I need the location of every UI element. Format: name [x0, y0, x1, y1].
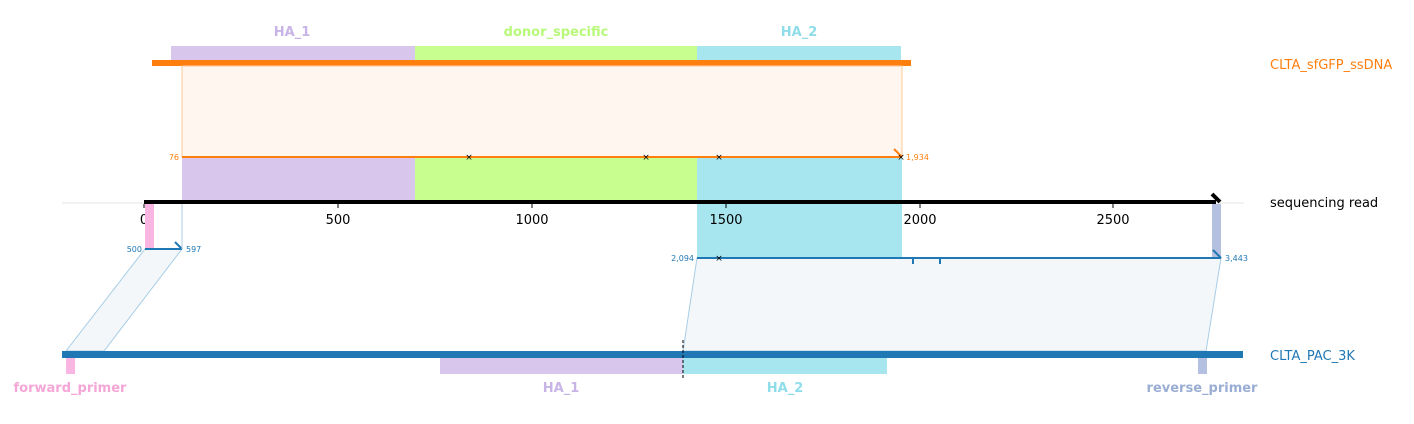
top-ha2-label: HA_2 — [781, 25, 818, 40]
read-reverse-primer-block — [1212, 204, 1221, 258]
top-ha2-bar — [697, 46, 901, 62]
left-alignment-end-coord: 597 — [186, 245, 201, 254]
donor-donor-specific-block — [415, 157, 697, 202]
left-alignment-projection — [64, 248, 184, 352]
bottom-reverse-primer-label: reverse_primer — [1147, 381, 1259, 396]
bottom-reverse-primer-bar — [1198, 358, 1207, 374]
bottom-ha1-bar — [440, 358, 683, 374]
donor-start-coord: 76 — [169, 153, 179, 162]
left-alignment-arrow — [174, 241, 183, 250]
donor-mismatch-3: × — [715, 153, 723, 163]
top-donor-specific-bar — [415, 46, 697, 62]
top-ha1-bar — [171, 46, 415, 62]
read-axis-ticks — [143, 204, 1114, 208]
right-alignment-start-coord: 2,094 — [671, 254, 694, 263]
tick-label-1000: 1000 — [515, 213, 548, 228]
right-alignment-end-coord: 3,443 — [1225, 254, 1248, 263]
left-alignment-start-coord: 500 — [127, 245, 142, 254]
right-alignment-arrow — [1212, 249, 1222, 259]
bottom-forward-primer-bar — [66, 358, 75, 374]
read-axis-label: sequencing read — [1270, 196, 1378, 211]
donor-mismatch-4: × — [897, 153, 905, 163]
read-forward-primer-block — [145, 204, 154, 249]
bottom-ha1-label: HA_1 — [543, 381, 580, 396]
amplicon-track-line — [62, 351, 1243, 358]
donor-end-coord: 1,934 — [906, 153, 929, 162]
donor-mismatch-1: × — [465, 153, 473, 163]
tick-label-0: 0 — [140, 213, 148, 228]
amplicon-ha2-block — [697, 204, 902, 258]
donor-track-line — [152, 60, 911, 66]
bottom-ha2-bar — [683, 358, 887, 374]
bottom-forward-primer-label: forward_primer — [14, 381, 128, 396]
top-donor-specific-label: donor_specific — [504, 25, 609, 40]
donor-ha2-block — [697, 157, 902, 202]
tick-label-2500: 2500 — [1096, 213, 1129, 228]
donor-alignment-arrow — [893, 148, 903, 158]
read-axis-arrow — [1210, 192, 1222, 204]
donor-ha1-block — [182, 157, 415, 202]
donor-mismatch-2: × — [642, 153, 650, 163]
donor-track-label: CLTA_sfGFP_ssDNA — [1270, 58, 1392, 73]
tick-label-500: 500 — [326, 213, 351, 228]
amplicon-track-label: CLTA_PAC_3K — [1270, 349, 1355, 364]
right-alignment-mismatch: × — [715, 254, 723, 264]
right-alignment-projection — [682, 257, 1222, 352]
tick-label-1500: 1500 — [709, 213, 742, 228]
top-ha1-label: HA_1 — [274, 25, 311, 40]
donor-projection — [181, 65, 903, 158]
bottom-ha2-label: HA_2 — [767, 381, 804, 396]
tick-label-2000: 2000 — [903, 213, 936, 228]
